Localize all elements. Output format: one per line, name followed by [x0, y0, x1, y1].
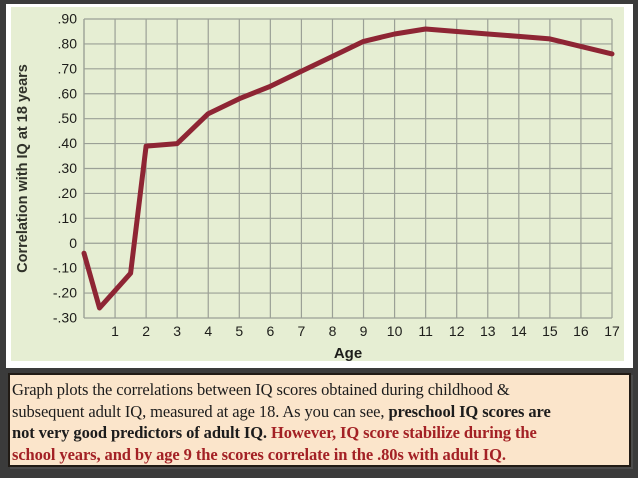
caption-line: school years, and by age 9 the scores co… [12, 444, 623, 466]
caption-text: Graph plots the correlations between IQ … [12, 379, 623, 465]
caption-segment: preschool IQ scores are [388, 401, 551, 421]
caption-segment: not very good predictors of adult IQ. [12, 423, 271, 442]
x-tick-label: 8 [329, 323, 337, 339]
caption-segment: subsequent adult IQ, measured at age 18.… [12, 401, 389, 421]
x-tick-label: 12 [449, 323, 465, 339]
x-tick-label: 1 [111, 323, 119, 339]
x-tick-label: 10 [387, 323, 403, 339]
x-tick-label: 3 [173, 323, 181, 339]
y-tick-label: .40 [58, 135, 78, 151]
x-tick-label: 4 [204, 323, 212, 339]
caption-segment: However, IQ score stabilize during the [270, 423, 537, 442]
y-tick-label: .20 [58, 185, 78, 201]
y-tick-label: -.30 [53, 310, 77, 326]
x-tick-label: 14 [511, 323, 527, 339]
chart-panel: .90 .80 .70 .60 .50 .40 .30 .20 .10 0 -.10 -.20 -.30… [11, 7, 624, 361]
y-tick-label: 0 [69, 235, 77, 251]
y-tick-label: .90 [58, 11, 78, 27]
right-edge-highlight [638, 0, 640, 478]
x-tick-label: 9 [360, 323, 368, 339]
caption-line: Graph plots the correlations between IQ … [12, 379, 623, 401]
x-tick-label: 5 [235, 323, 243, 339]
x-tick-label: 13 [480, 323, 496, 339]
y-tick-label: -.20 [53, 285, 77, 301]
caption-line: subsequent adult IQ, measured at age 18.… [12, 401, 623, 423]
y-tick-label: .70 [58, 60, 78, 76]
y-tick-label: .60 [58, 85, 78, 101]
y-tick-label: .80 [58, 35, 78, 51]
chart-card: .90 .80 .70 .60 .50 .40 .30 .20 .10 0 -.10 -.20 -.30… [6, 4, 633, 368]
caption-line: not very good predictors of adult IQ. Ho… [12, 422, 623, 444]
x-tick-label: 16 [573, 323, 589, 339]
y-axis-title: Correlation with IQ at 18 years [15, 64, 31, 273]
caption-segment: Graph plots the correlations between IQ … [12, 380, 510, 399]
x-tick-label: 7 [298, 323, 306, 339]
y-tick-label: .50 [58, 110, 78, 126]
y-tick-label: -.10 [53, 260, 77, 276]
chart-canvas: .90 .80 .70 .60 .50 .40 .30 .20 .10 0 -.10 -.20 -.30… [15, 11, 620, 362]
iq-correlation-curve [81, 26, 615, 311]
caption-card: Graph plots the correlations between IQ … [8, 373, 631, 467]
y-tick-label: .30 [58, 160, 78, 176]
x-tick-label: 6 [266, 323, 274, 339]
x-tick-label: 2 [142, 323, 150, 339]
x-tick-label: 11 [418, 323, 433, 339]
x-axis-title: Age [334, 345, 362, 361]
x-tick-label: 15 [542, 323, 558, 339]
y-tick-label: .10 [58, 210, 78, 226]
caption-segment: school years, and by age 9 the scores co… [12, 444, 506, 464]
x-tick-label: 17 [604, 323, 620, 339]
